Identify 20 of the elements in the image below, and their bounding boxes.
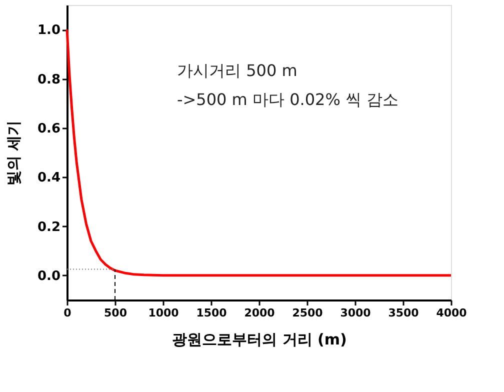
x-tick-label: 3500 [388,306,420,320]
annotation: ->500 m 마다 0.02% 씩 감소 [177,90,399,109]
x-tick-label: 1000 [148,306,180,320]
y-tick-label: 0.0 [37,268,60,284]
x-tick-label: 1500 [196,306,228,320]
x-tick-label: 3000 [340,306,372,320]
y-tick-label: 0.4 [37,170,60,186]
x-tick-label: 2000 [244,306,276,320]
line-series [66,28,452,277]
annotation: 가시거리 500 m [177,61,298,80]
y-tick-label: 1.0 [37,23,60,38]
x-tick-label: 2500 [292,306,324,320]
y-tick-label: 0.8 [37,72,60,88]
y-tick-label: 0.2 [37,220,60,235]
x-axis-title: 광원으로부터의 거리 (m) [172,330,347,348]
x-tick-label: 0 [64,306,72,320]
x-tick-label: 500 [104,306,128,320]
y-tick-label: 0.6 [37,121,60,136]
y-axis-title: 빛의 세기 [4,120,22,186]
x-tick-label: 4000 [436,306,468,320]
